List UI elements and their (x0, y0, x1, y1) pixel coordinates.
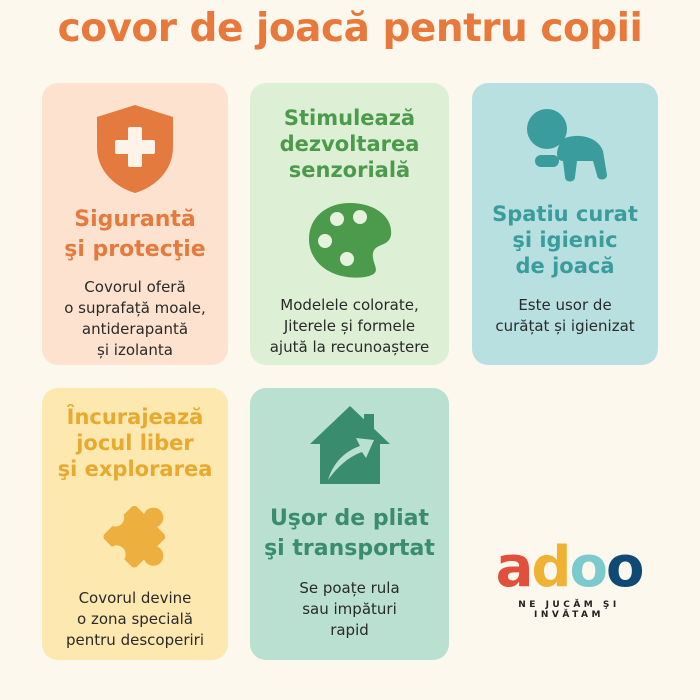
card-title-line: Spatiu curat (492, 202, 638, 226)
card-text-line: rapid (330, 621, 369, 639)
card-text-line: o zona specială (77, 610, 193, 628)
logo-letter: a (495, 535, 534, 600)
card-title-line: senzorială (288, 158, 411, 182)
card-title-line: Sigurantă (74, 207, 196, 232)
card-title-line: de joacă (515, 254, 615, 278)
adoo-logo: adoo NE JUCĂM ŞI INVĂTAM (484, 540, 654, 621)
card-text-line: Este usor de (518, 296, 612, 314)
card-text-line: curățat și igienizat (495, 317, 635, 335)
card-title-line: Uşor de pliat (269, 506, 430, 531)
card-sensory: Stimulează dezvoltarea senzorială Modele… (250, 83, 449, 365)
logo-letter: d (531, 535, 571, 600)
shield-plus-icon (97, 105, 173, 193)
puzzle-piece-icon (103, 505, 166, 568)
logo-letter: o (569, 535, 608, 600)
card-text-line: Jiterele și formele (283, 317, 416, 335)
house-arrow-icon (309, 406, 390, 484)
crawling-baby-icon (527, 109, 607, 182)
card-text-line: Covorul oferă (84, 278, 186, 296)
logo-letter: o (605, 535, 645, 600)
card-text-line: sau impături (302, 600, 397, 618)
card-hygiene: Spatiu curat şi igienic de joacă Este us… (472, 83, 658, 365)
card-title-line: Încurajează (66, 405, 204, 429)
card-title-line: şi transportat (264, 536, 435, 561)
card-title-line: jocul liber (76, 431, 194, 455)
logo-tagline: NE JUCĂM ŞI INVĂTAM (518, 600, 620, 620)
card-text-line: pentru descoperiri (66, 631, 204, 649)
card-foldable: Uşor de pliat şi transportat Se poațe ru… (250, 388, 449, 660)
card-text-line: Modelele colorate, (280, 296, 419, 314)
card-text-line: ajută la recunoaștere (269, 338, 430, 356)
card-title-line: şi protecţie (64, 237, 206, 262)
card-title-line: Stimulează (283, 106, 416, 130)
card-text-line: o suprafață moale, (64, 299, 206, 317)
card-text-line: antiderapantă (81, 320, 189, 338)
card-title-line: dezvoltarea (279, 132, 420, 156)
page-title: covor de joacă pentru copii (57, 6, 643, 51)
palette-icon (308, 203, 391, 278)
card-text-line: Covorul devine (78, 589, 192, 607)
card-title-line: şi igienic (512, 228, 618, 252)
card-title-line: şi explorarea (57, 457, 213, 481)
card-text-line: Se poațe rula (299, 579, 400, 597)
card-safety: Sigurantă şi protecţie Covorul oferă o s… (42, 83, 228, 365)
card-free-play: Încurajează jocul liber şi explorarea Co… (42, 388, 228, 660)
card-text-line: și izolanta (97, 341, 173, 359)
